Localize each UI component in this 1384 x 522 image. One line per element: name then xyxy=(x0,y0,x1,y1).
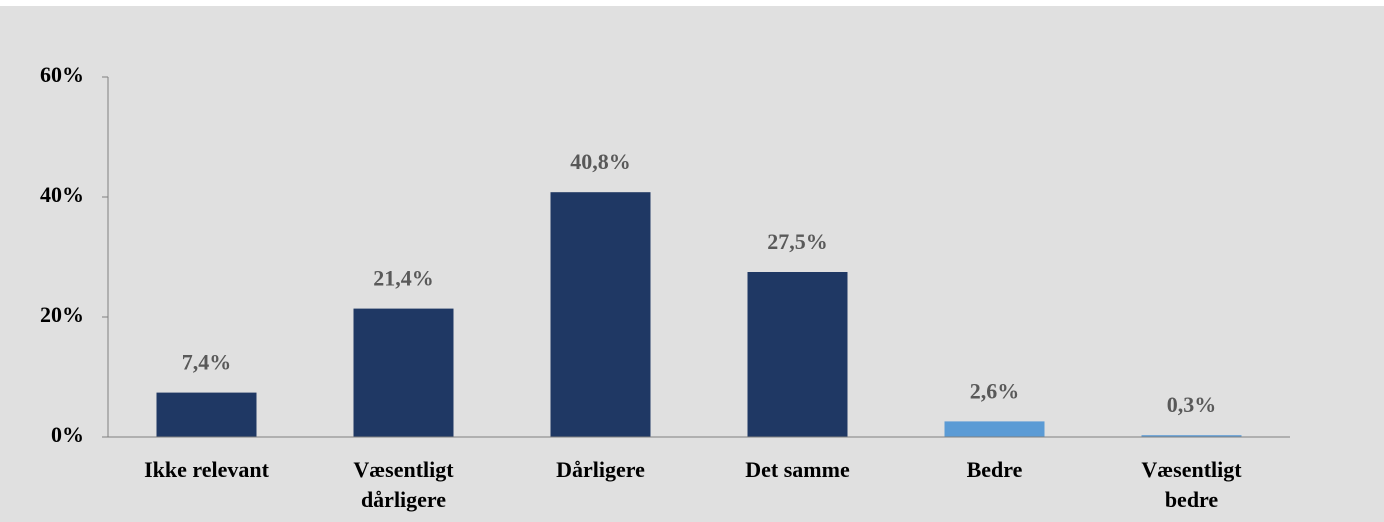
value-label: 2,6% xyxy=(970,378,1020,403)
x-tick-label: Væsentligt dårligere xyxy=(353,457,454,512)
x-tick-label: Ikke relevant xyxy=(144,457,270,482)
y-tick-label: 0% xyxy=(51,422,84,447)
x-tick-label: Væsentligt bedre xyxy=(1141,457,1242,512)
bar xyxy=(747,272,848,437)
value-label: 7,4% xyxy=(182,350,232,375)
value-label: 0,3% xyxy=(1167,392,1217,417)
bar xyxy=(550,192,651,437)
x-tick-label: Dårligere xyxy=(556,457,645,482)
top-strip xyxy=(0,0,1384,6)
x-tick-label: Bedre xyxy=(967,457,1023,482)
bar xyxy=(944,421,1045,437)
bar xyxy=(156,392,257,437)
value-label: 27,5% xyxy=(767,229,828,254)
y-tick-label: 40% xyxy=(40,182,84,207)
bar xyxy=(1141,435,1242,437)
value-label: 21,4% xyxy=(373,266,434,291)
value-label: 40,8% xyxy=(570,149,631,174)
y-tick-label: 20% xyxy=(40,302,84,327)
y-tick-label: 60% xyxy=(40,62,84,87)
x-tick-label: Det samme xyxy=(745,457,850,482)
bar xyxy=(353,308,454,437)
